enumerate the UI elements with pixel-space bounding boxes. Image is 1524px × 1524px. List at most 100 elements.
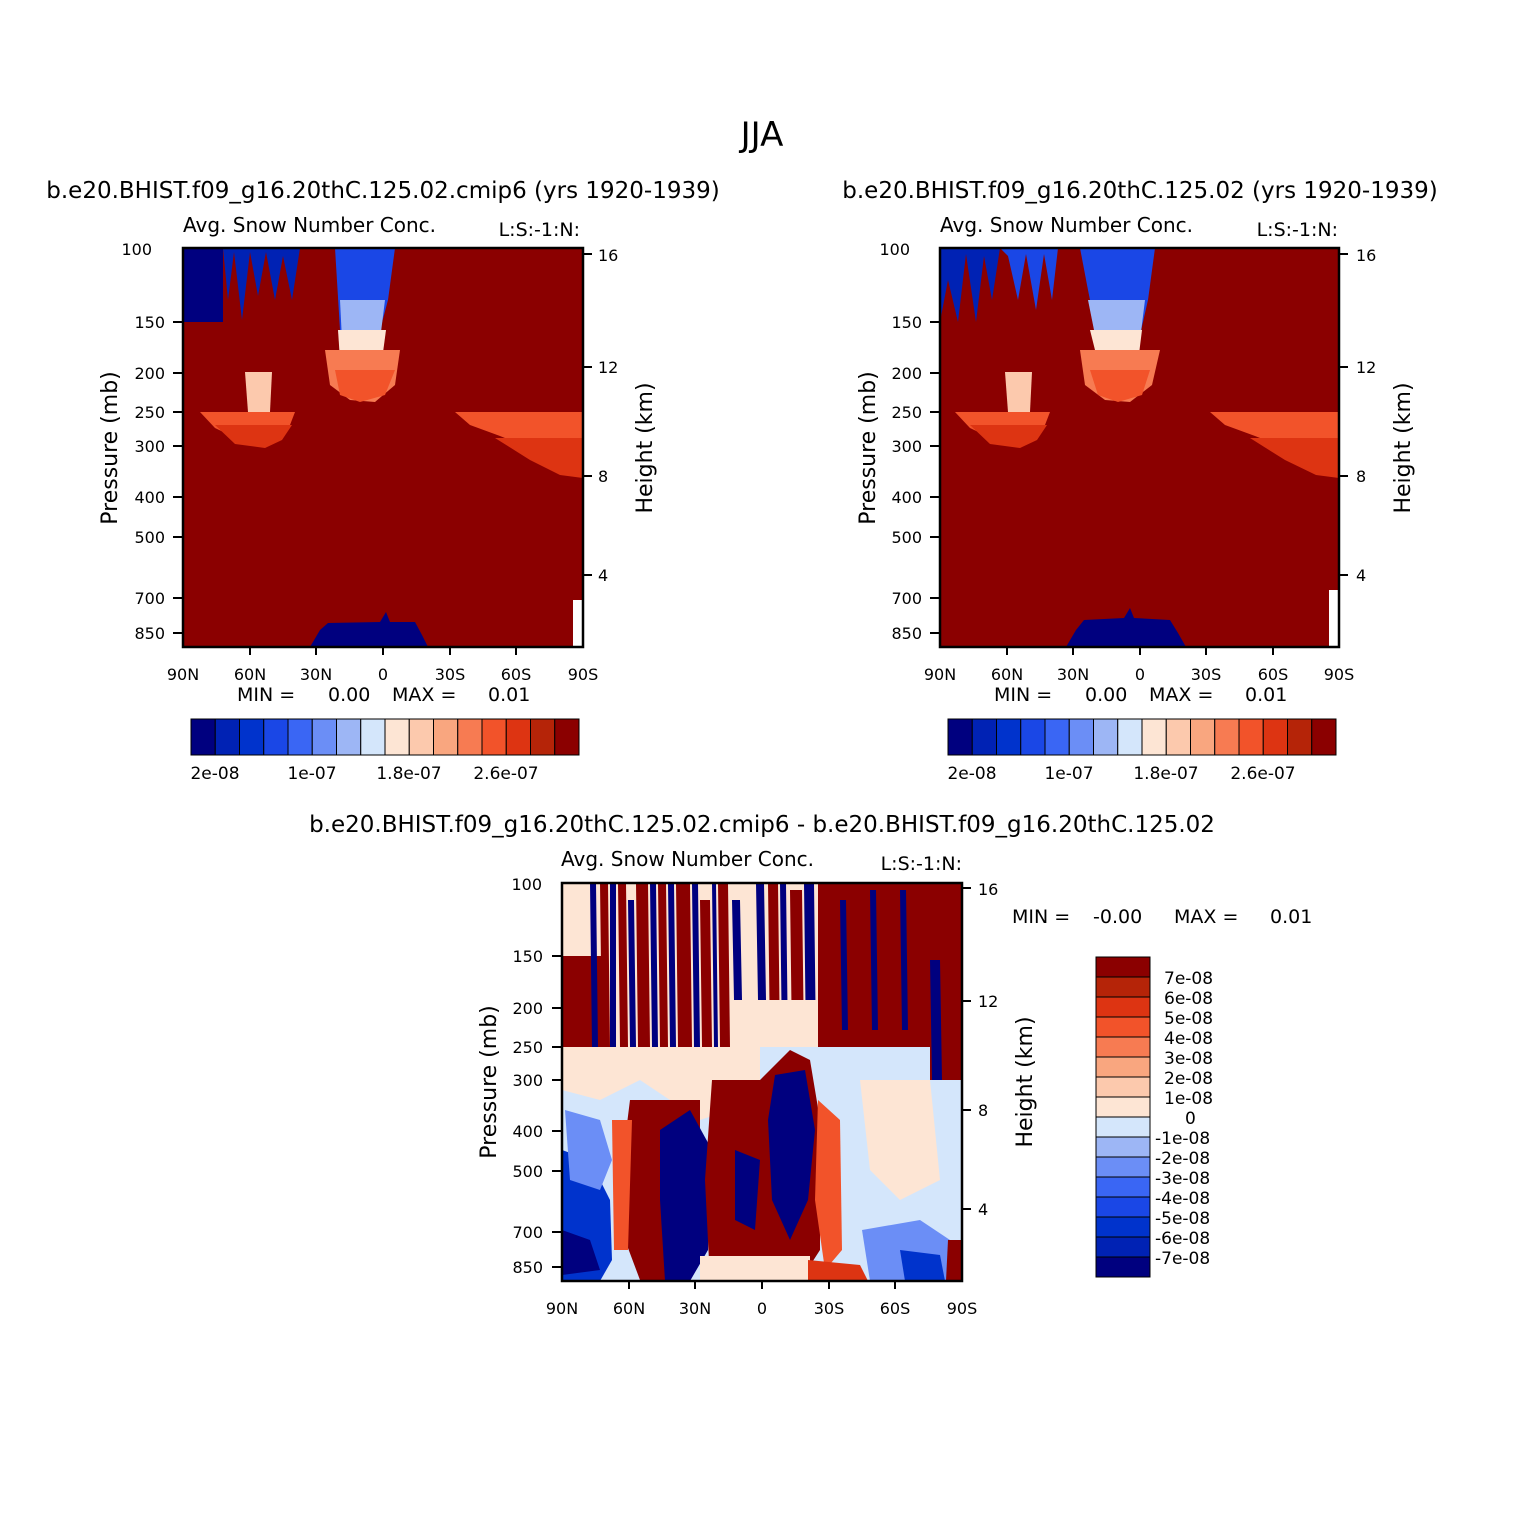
colorbar-swatch (1214, 718, 1240, 756)
panel-c-height-tick-label: 8 (978, 1101, 988, 1120)
panel-c-height-tick-label: 16 (978, 880, 998, 899)
panel-b-midlat-red-band (970, 425, 1047, 448)
panel-c-pressure-tick-label: 400 (512, 1122, 543, 1141)
panel-a-x-tick-label: 60S (501, 665, 532, 684)
colorbar-swatch (971, 718, 997, 756)
panel-b-pressure-tick-label: 100 (879, 240, 910, 259)
panel-c-colorbar: 7e-08 6e-08 5e-08 4e-08 3e-08 2e-08 1e-0… (1095, 956, 1213, 1278)
panel-c-contour-field (562, 883, 962, 1281)
colorbar-swatch (1095, 1176, 1151, 1198)
panel-a-colorbar-label: 2e-08 (190, 764, 239, 784)
colorbar-swatches (947, 718, 1337, 756)
panel-c-south-red-foot (808, 1260, 868, 1281)
colorbar-swatch (1095, 1036, 1151, 1058)
panel-a-x-ticks: 90N 60N 30N 0 30S 60S 90S (167, 647, 598, 684)
panel-a-south-pole-edge (573, 600, 583, 647)
panel-b-x-tick-label: 60N (991, 665, 1023, 684)
panel-a-x-tick-label: 90N (167, 665, 199, 684)
panel-c-max-value: 0.01 (1270, 906, 1312, 928)
panel-a-min-label: MIN = (237, 684, 295, 706)
panel-a-colorbar-label: 1.8e-07 (376, 764, 441, 784)
panel-b-height-tick-label: 8 (1356, 467, 1366, 486)
panel-c-x-tick-label: 90N (546, 1299, 578, 1318)
colorbar-swatches (190, 718, 580, 756)
panel-c-colorbar-label: -4e-08 (1155, 1189, 1210, 1209)
colorbar-swatch (433, 718, 459, 756)
panel-a-north-blue-cap (183, 248, 223, 322)
colorbar-swatch (1095, 1056, 1151, 1078)
colorbar-swatch (1095, 1076, 1151, 1098)
panel-c-pressure-tick-label: 200 (512, 999, 543, 1018)
colorbar-swatch (1095, 1216, 1151, 1238)
panel-a-max-label: MAX = (392, 684, 456, 706)
panel-a-pressure-tick-label: 100 (121, 240, 152, 259)
panel-b-subtitle-left: Avg. Snow Number Conc. (940, 213, 1193, 237)
panel-c-subtitle-left: Avg. Snow Number Conc. (561, 847, 814, 871)
panel-c-pressure-tick-label: 150 (512, 947, 543, 966)
panel-a-case-title: b.e20.BHIST.f09_g16.20thC.125.02.cmip6 (… (46, 178, 719, 204)
panel-c-stats: MIN = -0.00 MAX = 0.01 (1012, 906, 1312, 928)
panel-c-pressure-tick-label: 100 (511, 875, 542, 894)
colorbar-swatch (1093, 718, 1119, 756)
panel-a-pressure-tick-label: 400 (134, 488, 165, 507)
panel-b-height-ticks: 16 12 8 4 (1339, 246, 1376, 585)
panel-a-pressure-tick-label: 700 (134, 589, 165, 608)
panel-a-x-tick-label: 30S (435, 665, 466, 684)
panel-b-y2-label: Height (km) (1391, 382, 1416, 513)
panel-c-x-tick-label: 0 (757, 1299, 767, 1318)
panel-c-y2-label: Height (km) (1013, 1016, 1038, 1147)
panel-b-north-blue-cap (940, 248, 1000, 322)
colorbar-swatch (1190, 718, 1216, 756)
panel-c-colorbar-label: 4e-08 (1164, 1029, 1213, 1049)
colorbar-swatch (1095, 1016, 1151, 1038)
panel-a-x-tick-label: 30N (300, 665, 332, 684)
colorbar-swatch (1311, 718, 1337, 756)
panel-a-subtitle-left: Avg. Snow Number Conc. (183, 213, 436, 237)
colorbar-swatch (1095, 1196, 1151, 1218)
colorbar-swatch (1095, 1236, 1151, 1258)
panel-a-pressure-tick-label: 150 (134, 313, 165, 332)
colorbar-swatches (1095, 956, 1151, 1278)
panel-a-midlat-pale-pocket (245, 372, 272, 412)
panel-b-pressure-tick-label: 500 (891, 528, 922, 547)
colorbar-swatch (1095, 1096, 1151, 1118)
colorbar-swatch (505, 718, 531, 756)
panel-b-pressure-ticks: 100 150 200 250 300 400 500 700 850 (879, 240, 940, 643)
panel-c-height-tick-label: 12 (978, 992, 998, 1011)
panel-b-colorbar-label: 1.8e-07 (1133, 764, 1198, 784)
panel-b-south-pole-edge (1329, 590, 1339, 647)
panel-c-colorbar-label: -7e-08 (1155, 1249, 1210, 1269)
colorbar-swatch (1095, 996, 1151, 1018)
colorbar-swatch (481, 718, 507, 756)
colorbar-swatch (287, 718, 313, 756)
colorbar-swatch (457, 718, 483, 756)
panel-c: b.e20.BHIST.f09_g16.20thC.125.02.cmip6 -… (309, 812, 1312, 1318)
panel-a-pressure-tick-label: 850 (134, 624, 165, 643)
colorbar-swatch (1238, 718, 1264, 756)
panel-b-colorbar-label: 1e-07 (1044, 764, 1093, 784)
panel-b-colorbar-label: 2.6e-07 (1230, 764, 1295, 784)
panel-b-x-tick-label: 90N (924, 665, 956, 684)
panel-a-contour-field (183, 248, 583, 647)
panel-c-colorbar-label: 6e-08 (1164, 989, 1213, 1009)
panel-c-left-orange-edge (612, 1120, 632, 1250)
panel-c-upper-pale-gap (744, 1000, 818, 1047)
panel-c-pressure-tick-label: 250 (512, 1038, 543, 1057)
panel-c-pressure-ticks: 100 150 200 250 300 400 500 700 850 (511, 875, 562, 1277)
panel-c-subtitle-right: L:S:-1:N: (881, 853, 962, 875)
panel-c-height-tick-marks (962, 887, 971, 1210)
panel-c-south-surface-dark (900, 1250, 945, 1281)
panel-c-pressure-tick-label: 500 (512, 1162, 543, 1181)
colorbar-swatch (947, 718, 973, 756)
panel-c-colorbar-label: 0 (1185, 1109, 1196, 1129)
panel-b-pressure-tick-marks (930, 321, 940, 634)
panel-c-north-surface-dark (562, 1230, 600, 1275)
panel-a-pressure-tick-label: 200 (134, 364, 165, 383)
panel-c-height-ticks: 16 12 8 4 (962, 880, 998, 1219)
panel-c-colorbar-label: 7e-08 (1164, 969, 1213, 989)
panel-c-x-tick-label: 30N (679, 1299, 711, 1318)
panel-b-pressure-tick-label: 300 (891, 437, 922, 456)
panel-c-colorbar-label: 5e-08 (1164, 1009, 1213, 1029)
colorbar-swatch (408, 718, 434, 756)
